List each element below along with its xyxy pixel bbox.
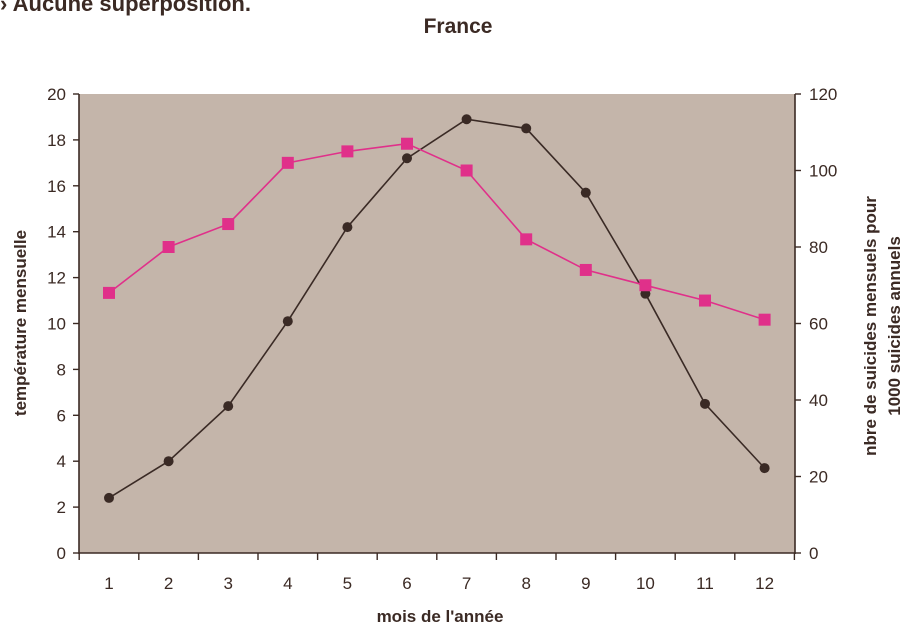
series-1-point — [402, 153, 412, 164]
x-tick-label: 11 — [696, 574, 714, 593]
y-axis-left-title: température mensuelle — [11, 230, 30, 416]
y-right-tick-label: 60 — [809, 315, 828, 334]
y-left-tick-label: 20 — [47, 85, 66, 104]
series-1-point — [461, 114, 472, 125]
series-2-point — [639, 279, 652, 292]
series-2-point — [579, 263, 592, 276]
series-1-point — [223, 401, 234, 412]
series-2-point — [758, 313, 771, 326]
y-left-tick-label: 8 — [57, 360, 66, 379]
y-axis-right-title-line-2: 1000 suicides annuels — [885, 236, 900, 416]
x-tick-label: 3 — [223, 574, 232, 593]
y-left-tick-label: 6 — [57, 406, 66, 425]
series-2-point — [460, 164, 473, 177]
series-2-point — [281, 156, 294, 169]
top-caption: › Aucune superposition. — [0, 0, 251, 16]
x-tick-label: 1 — [104, 574, 113, 593]
series-1-point — [700, 398, 710, 409]
series-1-point — [104, 492, 114, 503]
series-1-point — [580, 187, 591, 198]
series-1-point — [342, 222, 353, 233]
x-tick-label: 7 — [462, 574, 471, 593]
series-2-point — [520, 233, 533, 246]
series-2-point — [699, 294, 711, 307]
series-2-point — [341, 145, 354, 158]
plot-area — [79, 94, 795, 553]
x-tick-label: 12 — [755, 574, 774, 593]
y-left-tick-label: 10 — [47, 315, 66, 334]
series-2-point — [162, 241, 175, 253]
x-tick-label: 9 — [581, 574, 590, 593]
chart-title: France — [424, 15, 493, 38]
x-tick-label: 4 — [283, 574, 292, 593]
x-tick-label: 6 — [402, 574, 411, 593]
series-1-point — [163, 456, 174, 467]
y-left-tick-label: 18 — [47, 131, 66, 150]
series-layer — [103, 114, 771, 503]
y-left-tick-label: 16 — [47, 177, 66, 196]
series-1-line — [108, 118, 766, 499]
y-left-tick-label: 2 — [57, 498, 66, 517]
y-right-tick-label: 120 — [809, 85, 837, 104]
series-1-point — [521, 123, 532, 134]
y-right-tick-label: 20 — [809, 468, 828, 487]
y-left-tick-label: 14 — [47, 223, 66, 242]
x-tick-label: 2 — [164, 574, 173, 593]
y-right-tick-label: 100 — [809, 162, 837, 181]
series-1-point — [282, 316, 293, 327]
y-right-tick-label: 40 — [809, 391, 828, 410]
y-axis-right-title-line-1: nbre de suicides mensuels pour — [861, 196, 880, 456]
y-right-tick-label: 80 — [809, 238, 828, 257]
x-axis-title: mois de l'année — [377, 607, 504, 626]
x-tick-label: 8 — [521, 574, 530, 593]
series-2-point — [401, 137, 413, 150]
x-tick-label: 5 — [343, 574, 352, 593]
x-tick-label: 10 — [636, 574, 655, 593]
y-left-tick-label: 12 — [47, 269, 66, 288]
series-2-point — [103, 286, 115, 299]
y-right-tick-label: 0 — [809, 544, 818, 563]
series-2-point — [222, 218, 235, 231]
y-left-tick-label: 4 — [57, 452, 66, 471]
series-2-line — [108, 142, 765, 321]
y-left-tick-label: 0 — [57, 544, 66, 563]
series-1-point — [759, 463, 770, 474]
